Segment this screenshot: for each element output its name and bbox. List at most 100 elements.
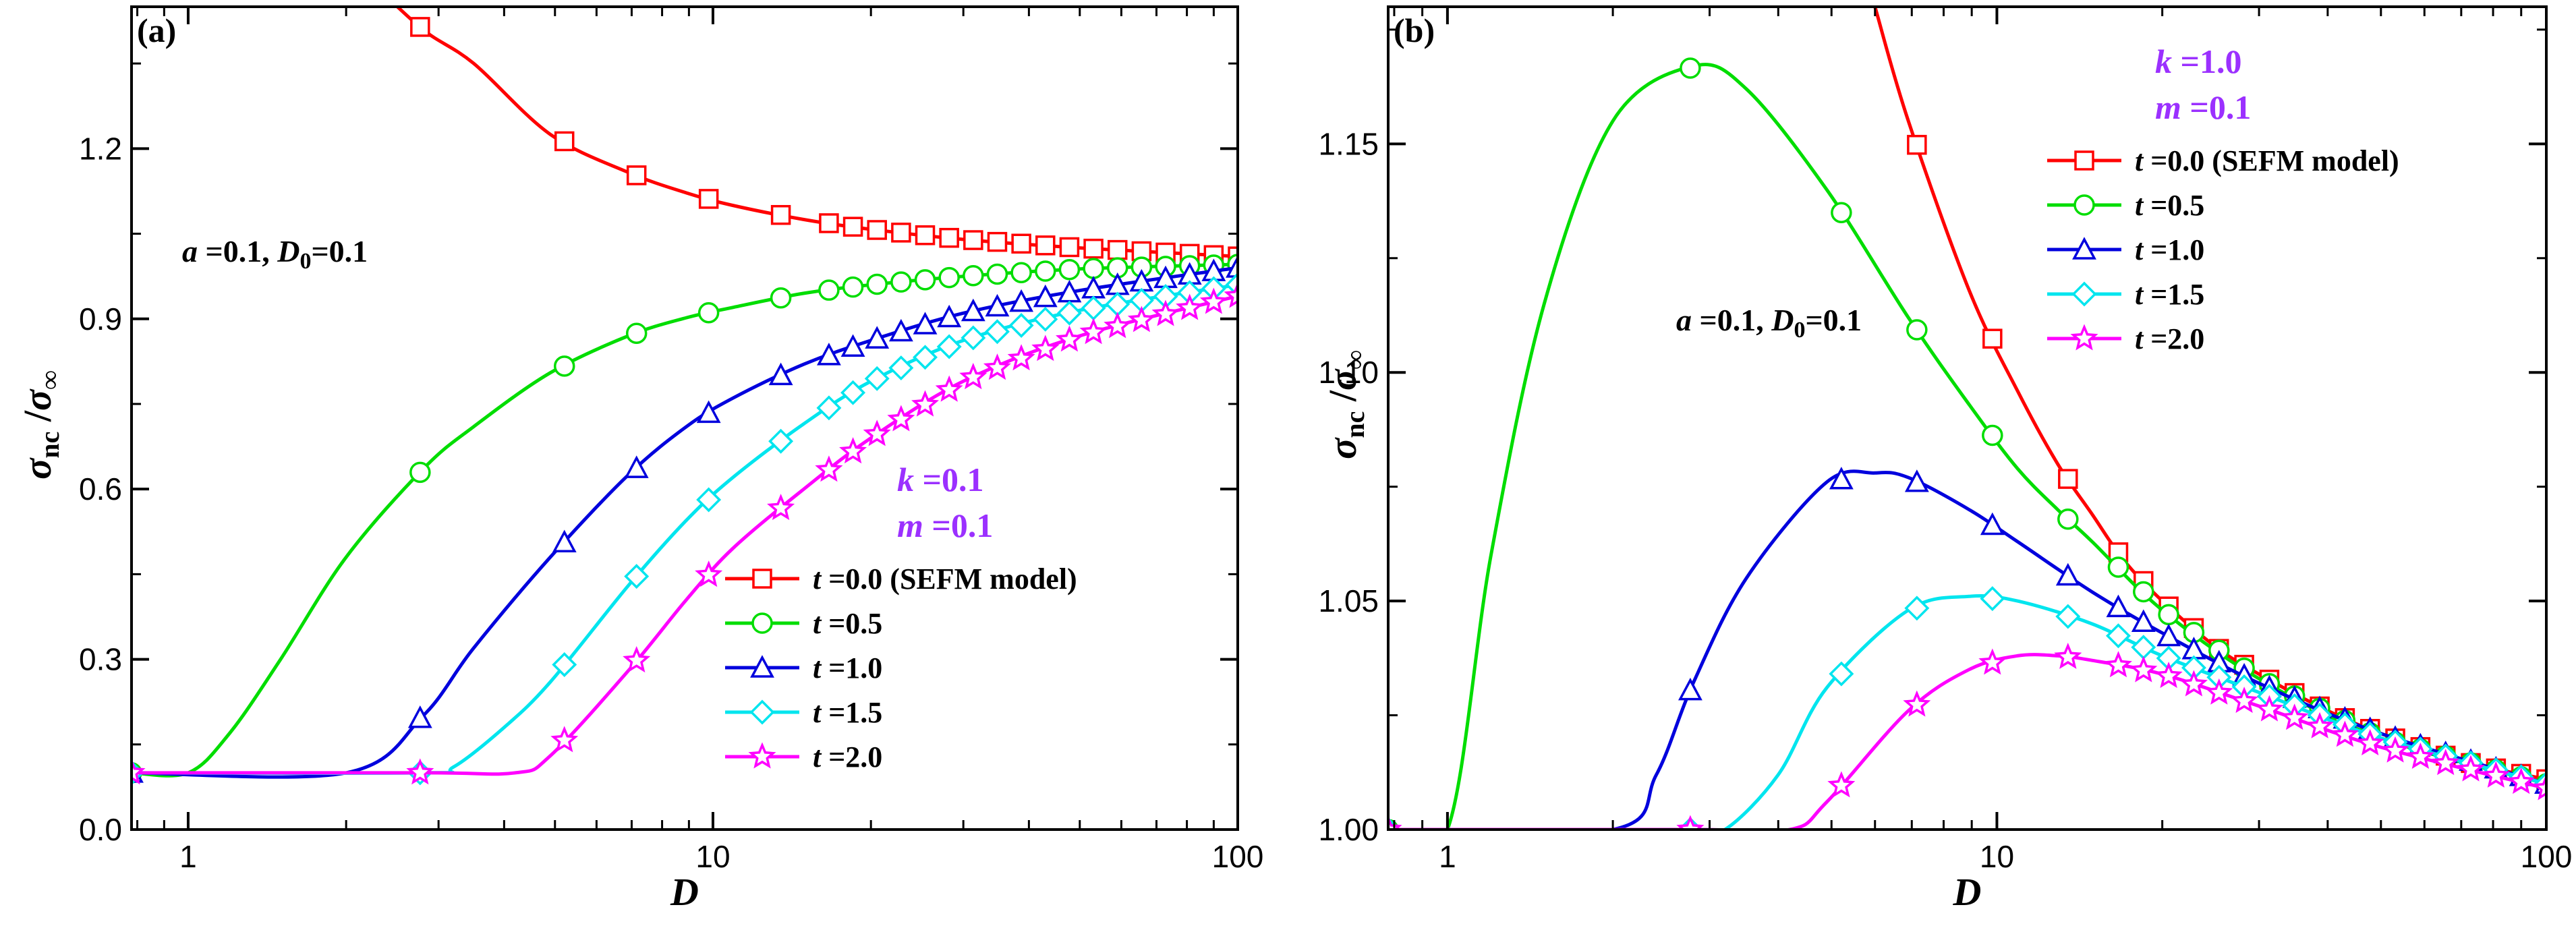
y-axis-sub2: ∞ [34, 370, 65, 390]
legend-label: =0.0 (SEFM model) [821, 562, 1077, 596]
legend: t =0.0 (SEFM model)t =0.5t =1.0t =1.5t =… [2047, 144, 2399, 355]
series-1-marker [770, 287, 792, 309]
x-axis-title: D [670, 870, 699, 914]
series-4-marker [935, 375, 963, 402]
y-axis-sigma2: σ [1321, 368, 1365, 390]
series-0-marker [1083, 238, 1104, 259]
annotation: a =0.1, D0=0.1 [182, 234, 368, 274]
legend-entry-4: t =2.0 [2135, 322, 2204, 355]
series-4-marker [550, 726, 579, 753]
plot-area [132, 7, 1238, 786]
series-4-marker [887, 405, 915, 432]
legend-var: t [2135, 189, 2144, 222]
series-4-marker [1388, 815, 1402, 830]
series-0-marker [915, 225, 936, 245]
series-4-marker [2507, 767, 2536, 794]
param-k-value: =0.1 [914, 461, 984, 498]
series-1-marker [1083, 258, 1104, 279]
series-2-marker [913, 312, 938, 335]
y-axis-sub2: ∞ [1340, 350, 1370, 370]
series-line-4 [132, 294, 1238, 776]
series-4-marker [2356, 729, 2384, 755]
series-2-marker [696, 400, 721, 424]
y-axis-title: σnc /σ∞ [1321, 350, 1370, 459]
series-0-marker [867, 220, 887, 240]
legend-var: t [813, 562, 822, 596]
series-1-marker [2133, 581, 2154, 603]
legend: t =0.0 (SEFM model)t =0.5t =1.0t =1.5t =… [725, 562, 1077, 774]
series-3-marker [913, 345, 938, 370]
legend-entry-1: t =0.5 [813, 607, 882, 640]
series-4-marker [2230, 687, 2258, 714]
annotation-d: D [277, 234, 299, 268]
series-2-marker [1980, 512, 2005, 535]
series-2-marker [865, 326, 890, 349]
series-3-marker [624, 564, 650, 589]
legend-marker-4 [2070, 324, 2098, 351]
series-1-marker [890, 271, 912, 293]
legend-var: t [813, 696, 822, 729]
series-4-marker [1827, 771, 1856, 798]
series-0-marker [410, 17, 430, 37]
param-m-value: =0.1 [923, 506, 994, 544]
series-1 [132, 254, 1238, 784]
legend-var: t [2135, 233, 2144, 266]
series-1-marker [842, 276, 864, 298]
series-0-marker [987, 231, 1008, 252]
series-line-2 [132, 266, 1238, 779]
series-4-marker [132, 758, 146, 785]
series-line-3 [132, 283, 1238, 776]
series-3-marker [816, 395, 842, 421]
series-0-marker [842, 216, 863, 237]
legend-entry-3: t =1.5 [813, 696, 882, 729]
legend-label: =2.0 [821, 741, 882, 774]
x-tick-label: 1 [1439, 839, 1456, 874]
series-1-marker [697, 302, 720, 324]
legend-marker-1 [751, 612, 773, 634]
series-0 [395, 7, 1238, 266]
series-2-marker [624, 455, 649, 478]
y-axis-sep: / [1321, 390, 1365, 411]
series-4-marker [2179, 670, 2208, 697]
series-4-marker [959, 363, 988, 390]
series-2-marker [1678, 677, 1702, 701]
series-3-marker [840, 380, 866, 405]
series-3 [1388, 586, 2546, 830]
series-4-marker [983, 353, 1011, 380]
y-axis-sigma: σ [16, 457, 59, 480]
series-4-marker [1199, 287, 1228, 314]
legend-marker-2 [750, 655, 774, 678]
annotation-d-value: =0.1 [311, 234, 368, 268]
legend-marker-3 [2071, 281, 2097, 307]
axes-frame [1387, 5, 2548, 831]
y-tick-label: 0.3 [79, 642, 122, 677]
series-1-marker [1058, 258, 1081, 281]
series-4-marker [2306, 712, 2334, 738]
legend-entry-0: t =0.0 (SEFM model) [2135, 144, 2399, 177]
legend-var: t [2135, 278, 2144, 311]
legend-marker-3 [749, 699, 775, 725]
series-4-marker [1127, 306, 1155, 332]
legend-marker-4 [748, 742, 776, 769]
series-3-marker [1033, 306, 1058, 332]
series-4-marker [2129, 656, 2158, 683]
legend-label: =2.0 [2143, 322, 2204, 355]
series-4-marker [767, 494, 795, 521]
series-0-marker [554, 131, 575, 152]
series-2 [1388, 467, 2546, 830]
series-2-marker [768, 362, 793, 386]
series-3-marker [2131, 635, 2156, 660]
series-1-marker [1982, 424, 2003, 446]
series-3-marker [888, 355, 914, 381]
legend-label: =0.5 [2143, 189, 2204, 222]
y-axis-sep: / [16, 410, 59, 432]
series-0-marker [819, 213, 839, 233]
series-1-marker [1035, 260, 1056, 282]
annotation-d: D [1771, 303, 1794, 337]
series-4-marker [2406, 743, 2434, 770]
series-0-marker [698, 189, 719, 209]
series-3-marker [1056, 300, 1082, 326]
series-3-marker [864, 366, 890, 391]
